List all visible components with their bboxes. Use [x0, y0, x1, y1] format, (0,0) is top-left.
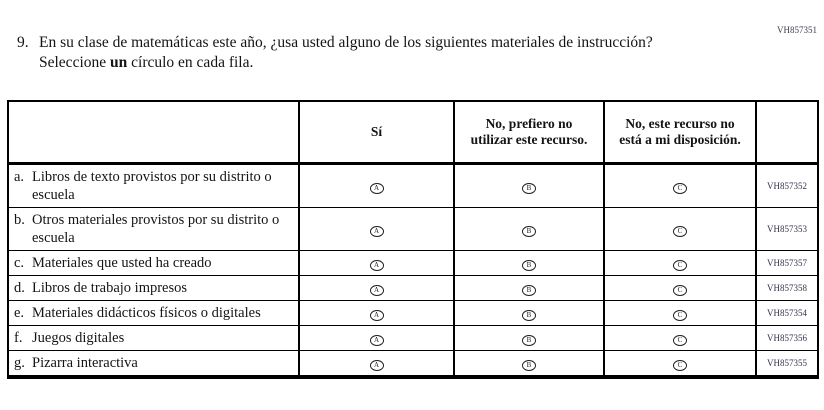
row-label-cell: c. Materiales que usted ha creado	[7, 250, 300, 276]
row-label-cell: a. Libros de texto provistos por su dist…	[7, 163, 300, 208]
table-row: c. Materiales que usted ha creado A B C …	[7, 250, 819, 276]
option-bubble-a[interactable]: A	[369, 183, 384, 194]
option-bubble-a[interactable]: A	[369, 360, 384, 371]
option-cell-not-available: C	[603, 207, 757, 251]
row-letter: c.	[14, 255, 25, 271]
option-bubble-a[interactable]: A	[369, 285, 384, 296]
table-row: d. Libros de trabajo impresos A B C VH85…	[7, 275, 819, 301]
table-header: Sí No, prefiero no utilizar este recurso…	[7, 100, 819, 165]
table-body: a. Libros de texto provistos por su dist…	[7, 163, 819, 379]
header-not-available: No, este recurso no está a mi disposició…	[603, 100, 757, 165]
header-blank	[7, 100, 300, 165]
row-label: Libros de trabajo impresos	[32, 280, 188, 296]
row-letter: a.	[14, 169, 25, 185]
option-bubble-b[interactable]: B	[522, 183, 536, 194]
question-block: 9. En su clase de matemáticas este año, …	[17, 33, 703, 73]
row-label: Otros materiales provistos por su distri…	[32, 212, 280, 246]
row-code: VH857357	[755, 250, 819, 276]
option-cell-no-prefer: B	[453, 163, 605, 208]
row-label-cell: f. Juegos digitales	[7, 325, 300, 351]
option-cell-no-prefer: B	[453, 350, 605, 379]
question-number: 9.	[17, 34, 29, 51]
row-letter: g.	[14, 355, 25, 371]
row-code: VH857358	[755, 275, 819, 301]
option-bubble-b[interactable]: B	[522, 335, 536, 346]
option-bubble-c[interactable]: C	[673, 226, 687, 237]
option-bubble-b[interactable]: B	[522, 310, 536, 321]
option-bubble-b[interactable]: B	[522, 360, 536, 371]
table-row: b. Otros materiales provistos por su dis…	[7, 207, 819, 251]
option-cell-yes: A	[298, 350, 455, 379]
row-label-cell: g. Pizarra interactiva	[7, 350, 300, 379]
row-label-cell: d. Libros de trabajo impresos	[7, 275, 300, 301]
option-cell-not-available: C	[603, 300, 757, 326]
option-bubble-c[interactable]: C	[673, 260, 687, 271]
row-letter: e.	[14, 305, 25, 321]
option-bubble-a[interactable]: A	[369, 226, 384, 237]
header-code-blank	[755, 100, 819, 165]
row-letter: b.	[14, 212, 25, 228]
option-cell-yes: A	[298, 163, 455, 208]
option-cell-yes: A	[298, 300, 455, 326]
question-emphasis: un	[110, 54, 128, 71]
row-label: Libros de texto provistos por su distrit…	[32, 169, 272, 203]
row-code: VH857356	[755, 325, 819, 351]
option-cell-no-prefer: B	[453, 300, 605, 326]
option-bubble-b[interactable]: B	[522, 226, 536, 237]
option-bubble-a[interactable]: A	[369, 335, 384, 346]
row-code: VH857355	[755, 350, 819, 379]
option-bubble-c[interactable]: C	[673, 335, 687, 346]
option-cell-yes: A	[298, 250, 455, 276]
row-label: Materiales que usted ha creado	[32, 255, 212, 271]
option-cell-not-available: C	[603, 275, 757, 301]
row-letter: d.	[14, 280, 25, 296]
option-cell-yes: A	[298, 207, 455, 251]
option-bubble-c[interactable]: C	[673, 285, 687, 296]
question-text: En su clase de matemáticas este año, ¿us…	[39, 33, 703, 73]
row-code: VH857352	[755, 163, 819, 208]
row-letter: f.	[14, 330, 23, 346]
materials-table: Sí No, prefiero no utilizar este recurso…	[7, 100, 819, 379]
option-bubble-c[interactable]: C	[673, 360, 687, 371]
row-label: Pizarra interactiva	[32, 355, 138, 371]
option-cell-not-available: C	[603, 250, 757, 276]
option-cell-yes: A	[298, 275, 455, 301]
option-cell-no-prefer: B	[453, 325, 605, 351]
row-label: Materiales didácticos físicos o digitale…	[32, 305, 261, 321]
option-cell-yes: A	[298, 325, 455, 351]
option-bubble-b[interactable]: B	[522, 260, 536, 271]
option-cell-not-available: C	[603, 350, 757, 379]
question-text-after: círculo en cada fila.	[131, 54, 254, 71]
option-bubble-c[interactable]: C	[673, 183, 687, 194]
option-bubble-a[interactable]: A	[369, 260, 384, 271]
table-row: e. Materiales didácticos físicos o digit…	[7, 300, 819, 326]
row-label: Juegos digitales	[32, 330, 125, 346]
table-row: a. Libros de texto provistos por su dist…	[7, 163, 819, 208]
table-row: g. Pizarra interactiva A B C VH857355	[7, 350, 819, 379]
header-no-prefer: No, prefiero no utilizar este recurso.	[453, 100, 605, 165]
row-code: VH857353	[755, 207, 819, 251]
option-bubble-c[interactable]: C	[673, 310, 687, 321]
form-code: VH857351	[777, 25, 817, 35]
option-cell-not-available: C	[603, 163, 757, 208]
row-label-cell: e. Materiales didácticos físicos o digit…	[7, 300, 300, 326]
header-yes: Sí	[298, 100, 455, 165]
row-label-cell: b. Otros materiales provistos por su dis…	[7, 207, 300, 251]
option-cell-not-available: C	[603, 325, 757, 351]
option-bubble-a[interactable]: A	[369, 310, 384, 321]
option-cell-no-prefer: B	[453, 207, 605, 251]
option-cell-no-prefer: B	[453, 250, 605, 276]
option-bubble-b[interactable]: B	[522, 285, 536, 296]
question-text-before: En su clase de matemáticas este año, ¿us…	[39, 34, 653, 71]
header-row: Sí No, prefiero no utilizar este recurso…	[7, 100, 819, 165]
row-code: VH857354	[755, 300, 819, 326]
option-cell-no-prefer: B	[453, 275, 605, 301]
table-row: f. Juegos digitales A B C VH857356	[7, 325, 819, 351]
